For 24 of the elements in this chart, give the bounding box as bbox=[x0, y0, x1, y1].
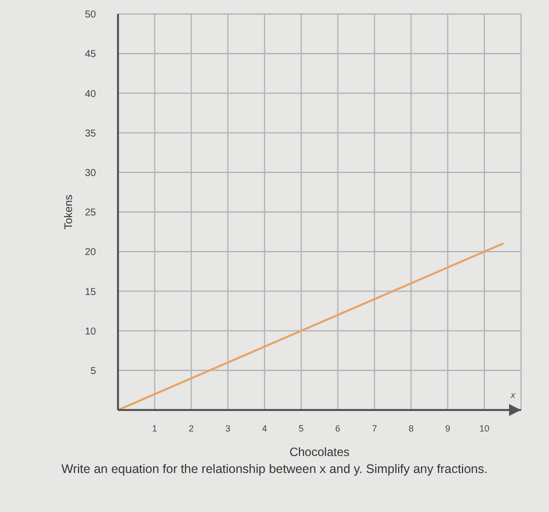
y-tick-label: 35 bbox=[84, 128, 96, 140]
x-tick-label: 1 bbox=[152, 423, 158, 434]
y-axis-title: Tokens bbox=[62, 194, 75, 230]
y-tick-label: 50 bbox=[84, 10, 96, 21]
annotation: x bbox=[510, 390, 516, 400]
x-tick-label: 4 bbox=[262, 423, 268, 434]
y-tick-label: 40 bbox=[84, 88, 96, 100]
y-tick-label: 45 bbox=[84, 49, 96, 60]
x-tick-label: 6 bbox=[335, 423, 340, 434]
x-tick-label: 5 bbox=[298, 423, 304, 434]
x-tick-label: 7 bbox=[372, 423, 377, 434]
y-tick-label: 25 bbox=[84, 208, 96, 219]
y-tick-label: 20 bbox=[84, 247, 96, 258]
text: Write an equation for the relationship between x and y. Simplify any fractions. bbox=[60, 462, 489, 476]
y-tick-label: 10 bbox=[84, 326, 96, 338]
y-tick-label: 5 bbox=[90, 366, 96, 377]
x-tick-label: 9 bbox=[445, 423, 450, 434]
x-tick-label: 3 bbox=[225, 423, 230, 434]
x-tick-label: 10 bbox=[479, 423, 490, 434]
x-axis-title: Chocolates bbox=[289, 445, 350, 459]
x-tick-label: 2 bbox=[188, 423, 194, 434]
y-tick-label: 15 bbox=[84, 286, 96, 298]
y-tick-label: 30 bbox=[84, 168, 96, 179]
x-tick-label: 8 bbox=[408, 423, 414, 434]
